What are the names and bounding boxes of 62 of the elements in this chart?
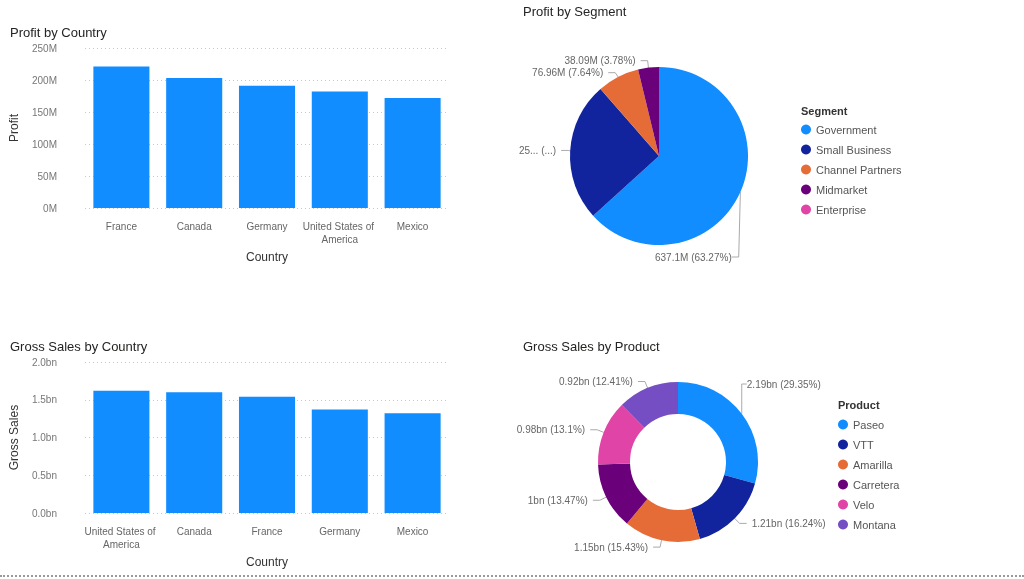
legend-label: Velo (853, 498, 875, 511)
legend-label: Carretera (853, 478, 901, 491)
bar (384, 413, 441, 514)
bar (311, 91, 368, 208)
x-tick-label: United States of America (302, 221, 377, 245)
legend-label: VTT (853, 438, 875, 451)
y-tick-label: 200M (31, 74, 57, 86)
x-axis-title: Country (245, 249, 289, 264)
bar (93, 66, 150, 208)
chart-title: Profit by Segment (523, 4, 627, 19)
legend-label: Channel Partners (816, 163, 903, 176)
y-tick-label: 2.0bn (31, 356, 57, 368)
legend-title: Segment (801, 104, 848, 117)
x-tick-label: Mexico (396, 221, 429, 232)
bar (93, 390, 150, 514)
x-tick-label: Germany (246, 221, 288, 232)
x-tick-label: Germany (319, 526, 361, 538)
bar (166, 78, 223, 208)
y-tick-label: 0M (43, 202, 57, 214)
y-tick-label: 100M (31, 138, 57, 150)
x-tick-label: France (105, 221, 138, 232)
legend-label: Government (816, 123, 877, 136)
chart-title: Gross Sales by Country (10, 339, 148, 354)
data-label: 1.21bn (16.24%) (751, 517, 826, 529)
legend-label: Midmarket (816, 183, 868, 196)
data-label: 0.98bn (13.1%) (516, 424, 586, 436)
legend-label: Paseo (853, 418, 885, 431)
data-label: 25... (...) (518, 144, 557, 156)
data-label: 0.92bn (12.41%) (558, 376, 633, 388)
x-axis-title: Country (245, 555, 289, 569)
chart-title: Profit by Country (10, 25, 108, 40)
legend-label: Enterprise (816, 203, 867, 216)
data-label: 637.1M (63.27%) (655, 251, 732, 263)
legend-label: Montana (853, 518, 897, 531)
y-axis-title: Gross Sales (7, 404, 21, 471)
chart-title: Gross Sales by Product (523, 339, 660, 354)
data-label: 1bn (13.47%) (527, 494, 588, 506)
x-tick-label: United States of America (84, 526, 159, 551)
x-tick-label: Mexico (396, 526, 429, 538)
data-label: 1.15bn (15.43%) (574, 541, 649, 553)
data-label: 2.19bn (29.35%) (746, 378, 821, 390)
legend-title: Product (838, 398, 880, 411)
x-tick-label: Canada (176, 221, 213, 232)
data-label: 38.09M (3.78%) (564, 55, 636, 67)
bar (384, 97, 441, 208)
bar (238, 396, 296, 514)
x-tick-label: France (251, 526, 283, 538)
y-tick-label: 0.5bn (31, 469, 57, 481)
y-tick-label: 150M (31, 106, 57, 118)
y-tick-label: 0.0bn (31, 507, 57, 519)
bar (166, 392, 223, 514)
data-label: 76.96M (7.64%) (532, 67, 604, 79)
x-tick-label: Canada (176, 526, 213, 538)
y-tick-label: 1.5bn (31, 394, 57, 406)
bar (311, 409, 368, 514)
legend-label: Small Business (816, 143, 892, 156)
bar (238, 85, 296, 208)
y-axis-title: Profit (7, 113, 21, 143)
y-tick-label: 50M (37, 170, 57, 182)
y-tick-label: 1.0bn (31, 432, 57, 444)
legend-label: Amarilla (853, 458, 894, 471)
y-tick-label: 250M (31, 42, 57, 54)
